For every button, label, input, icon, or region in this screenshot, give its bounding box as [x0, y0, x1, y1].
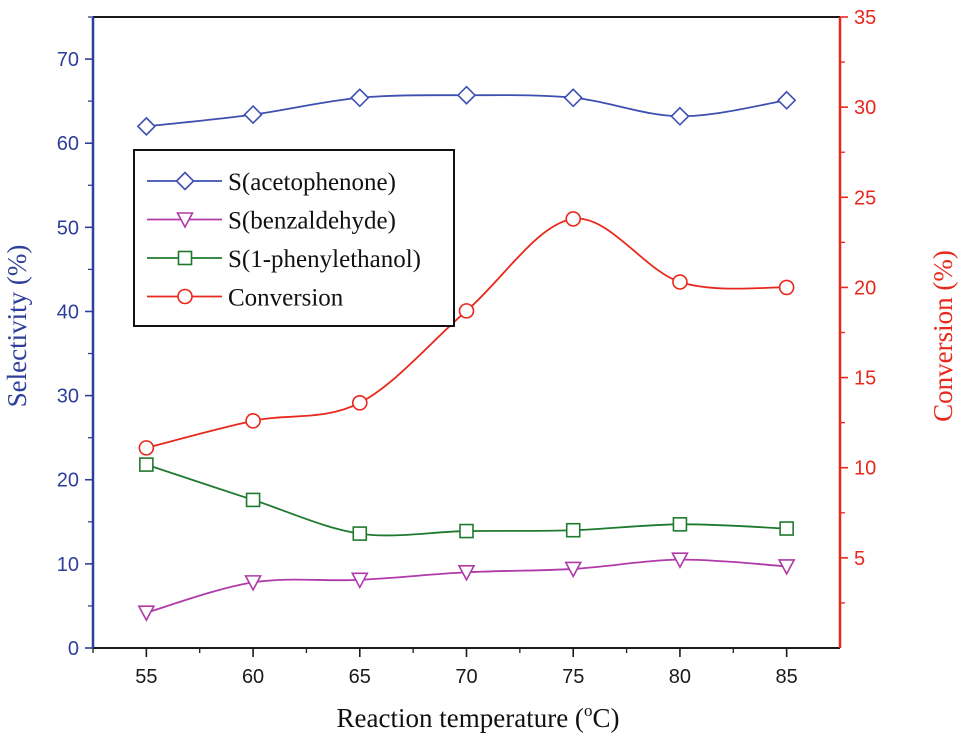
x-axis-title-unit: C) — [592, 703, 619, 733]
y-right-tick-label: 5 — [854, 548, 865, 570]
data-point — [139, 457, 154, 472]
x-axis-title-base: Reaction temperature ( — [337, 703, 584, 733]
data-point — [138, 440, 155, 456]
legend-swatch-marker — [176, 212, 194, 229]
data-point — [351, 395, 368, 411]
data-point — [244, 575, 262, 592]
legend-label: Conversion — [228, 285, 344, 312]
legend: S(acetophenone) S(benzaldehyde) S(1-phenyl… — [133, 149, 455, 327]
y-left-tick-label: 50 — [57, 217, 79, 239]
y-right-tick-label: 35 — [854, 7, 876, 29]
data-point — [350, 572, 369, 590]
y-left-tick-label: 40 — [57, 301, 79, 323]
data-point — [243, 104, 263, 125]
data-point — [565, 522, 581, 538]
data-point — [671, 552, 689, 569]
data-point — [352, 526, 368, 541]
data-point — [458, 303, 475, 319]
x-tick-label: 70 — [455, 666, 477, 688]
legend-swatch-marker — [177, 250, 193, 266]
y-left-tick-label: 30 — [57, 386, 79, 408]
y-right-tick-label: 30 — [854, 97, 876, 119]
data-point — [672, 517, 688, 532]
data-point — [779, 521, 794, 536]
y-right-tick-label: 10 — [854, 458, 876, 480]
series-2 — [139, 457, 794, 541]
x-tick-label: 65 — [349, 666, 371, 688]
data-point — [777, 559, 796, 576]
x-axis-title: Reaction temperature (oC) — [337, 701, 620, 733]
legend-label: S(benzaldehyde) — [228, 208, 396, 235]
axes: 55 60 65 70 75 80 85 0 10 20 30 40 50 60 70 5 10 15 20 25 30… — [57, 7, 877, 688]
x-tick-label: 80 — [669, 666, 691, 688]
legend-swatch-marker — [175, 171, 195, 191]
y-right-tick-label: 25 — [854, 187, 876, 209]
legend-swatch-marker — [177, 288, 193, 305]
legend-label: S(acetophenone) — [228, 169, 396, 196]
y-right-tick-label: 15 — [854, 368, 876, 390]
legend-label: S(1-phenylethanol) — [228, 246, 421, 273]
data-point — [459, 523, 474, 539]
series-0 — [136, 85, 797, 137]
data-point — [563, 88, 583, 108]
data-point — [456, 85, 477, 105]
x-tick-label: 85 — [776, 666, 798, 688]
y-left-tick-label: 70 — [57, 49, 79, 71]
data-point — [137, 605, 156, 622]
y-left-tick-label: 0 — [68, 638, 79, 660]
x-axis-title-degree: o — [584, 701, 593, 720]
data-point — [245, 492, 261, 508]
series-group — [136, 85, 797, 622]
data-point — [670, 106, 690, 126]
x-tick-label: 60 — [242, 666, 264, 688]
data-point — [565, 211, 582, 227]
data-point — [564, 561, 583, 579]
y-left-tick-label: 20 — [57, 470, 79, 492]
data-point — [350, 88, 370, 108]
data-point — [457, 564, 476, 582]
data-point — [245, 413, 261, 429]
data-point — [136, 116, 156, 137]
y-axis-left-title: Selectivity (%) — [2, 245, 32, 408]
y-axis-right-title: Conversion (%) — [928, 250, 958, 422]
series-3 — [138, 211, 795, 456]
data-point — [777, 90, 797, 110]
data-point — [672, 274, 688, 290]
y-right-tick-label: 20 — [854, 277, 876, 299]
y-left-tick-label: 10 — [57, 554, 79, 576]
y-left-tick-label: 60 — [57, 133, 79, 155]
series-1 — [137, 552, 796, 622]
data-point — [778, 279, 795, 296]
x-tick-label: 55 — [135, 666, 157, 688]
x-tick-label: 75 — [562, 666, 584, 688]
